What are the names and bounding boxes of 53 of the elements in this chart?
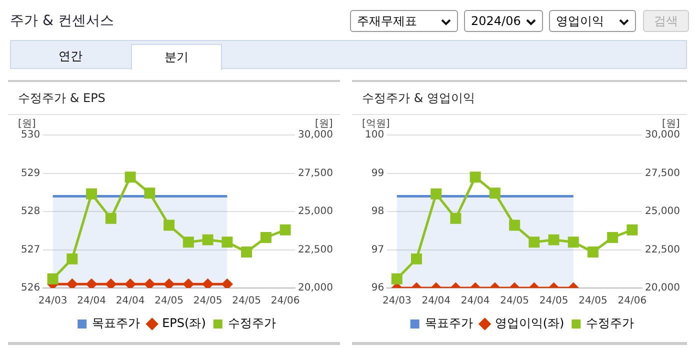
y2-tick-label: 27,500 [645,168,680,179]
x-tick-label: 24/06 [618,296,647,307]
legend-label: 목표주가 [92,316,140,330]
legend-label: 영업이익(좌) [494,316,564,330]
x-tick-label: 24/04 [422,296,451,307]
y-tick-label: 526 [20,282,40,294]
x-tick-label: 24/06 [270,296,300,307]
x-tick-label: 24/04 [460,296,490,307]
text: 영업이익 [549,10,636,32]
y2-tick-label: 25,000 [645,206,680,218]
y-tick-label: 96 [371,282,384,294]
x-tick-label: 24/05 [539,296,568,307]
legend-label: 수정주가 [586,316,634,330]
y2-tick-label: 20,000 [298,282,334,294]
x-tick-label: 24/05 [578,296,608,307]
x-tick-label: 24/05 [232,296,261,307]
y2-tick-label: 30,000 [645,130,680,141]
text: 주재무제표 [350,10,458,32]
y2-axis-title: [원] [315,118,333,130]
y-tick-label: 527 [20,244,40,256]
legend-label: 수정주가 [228,316,276,330]
chart-title: 수정주가 & EPS [8,82,340,115]
y-axis-title: [억원] [362,118,390,130]
x-tick-label: 24/05 [500,296,529,307]
x-tick-label: 24/03 [38,296,68,307]
text: 2024/06 [464,10,543,32]
x-tick-label: 24/03 [382,296,412,307]
y2-axis-title: [원] [662,118,680,130]
legend-label: EPS(좌) [162,316,206,330]
x-tick-label: 24/05 [193,296,222,307]
y2-tick-label: 20,000 [645,282,680,294]
y-axis-title: [원] [18,118,36,130]
text: 주가 & 컨센서스 [10,12,114,30]
chart-title: 수정주가 & 영업이익 [352,82,687,115]
y-tick-label: 529 [20,168,40,179]
legend-label: 목표주가 [424,316,473,330]
y-tick-label: 99 [371,168,384,179]
y-tick-label: 98 [371,206,384,218]
y-tick-label: 528 [20,206,40,218]
y2-tick-label: 27,500 [298,168,334,179]
y-tick-label: 97 [371,244,384,256]
y2-tick-label: 25,000 [298,206,334,218]
text: 검색 [643,10,689,32]
y-tick-label: 530 [20,130,40,141]
x-tick-label: 24/05 [154,296,184,307]
y2-tick-label: 22,500 [298,244,334,256]
x-tick-label: 24/04 [116,296,145,307]
text: 분기 [131,44,222,70]
y2-tick-label: 30,000 [298,130,334,141]
y2-tick-label: 22,500 [645,244,680,256]
x-tick-label: 24/04 [77,296,106,307]
text: 연간 [58,48,84,65]
y-tick-label: 100 [364,130,384,141]
